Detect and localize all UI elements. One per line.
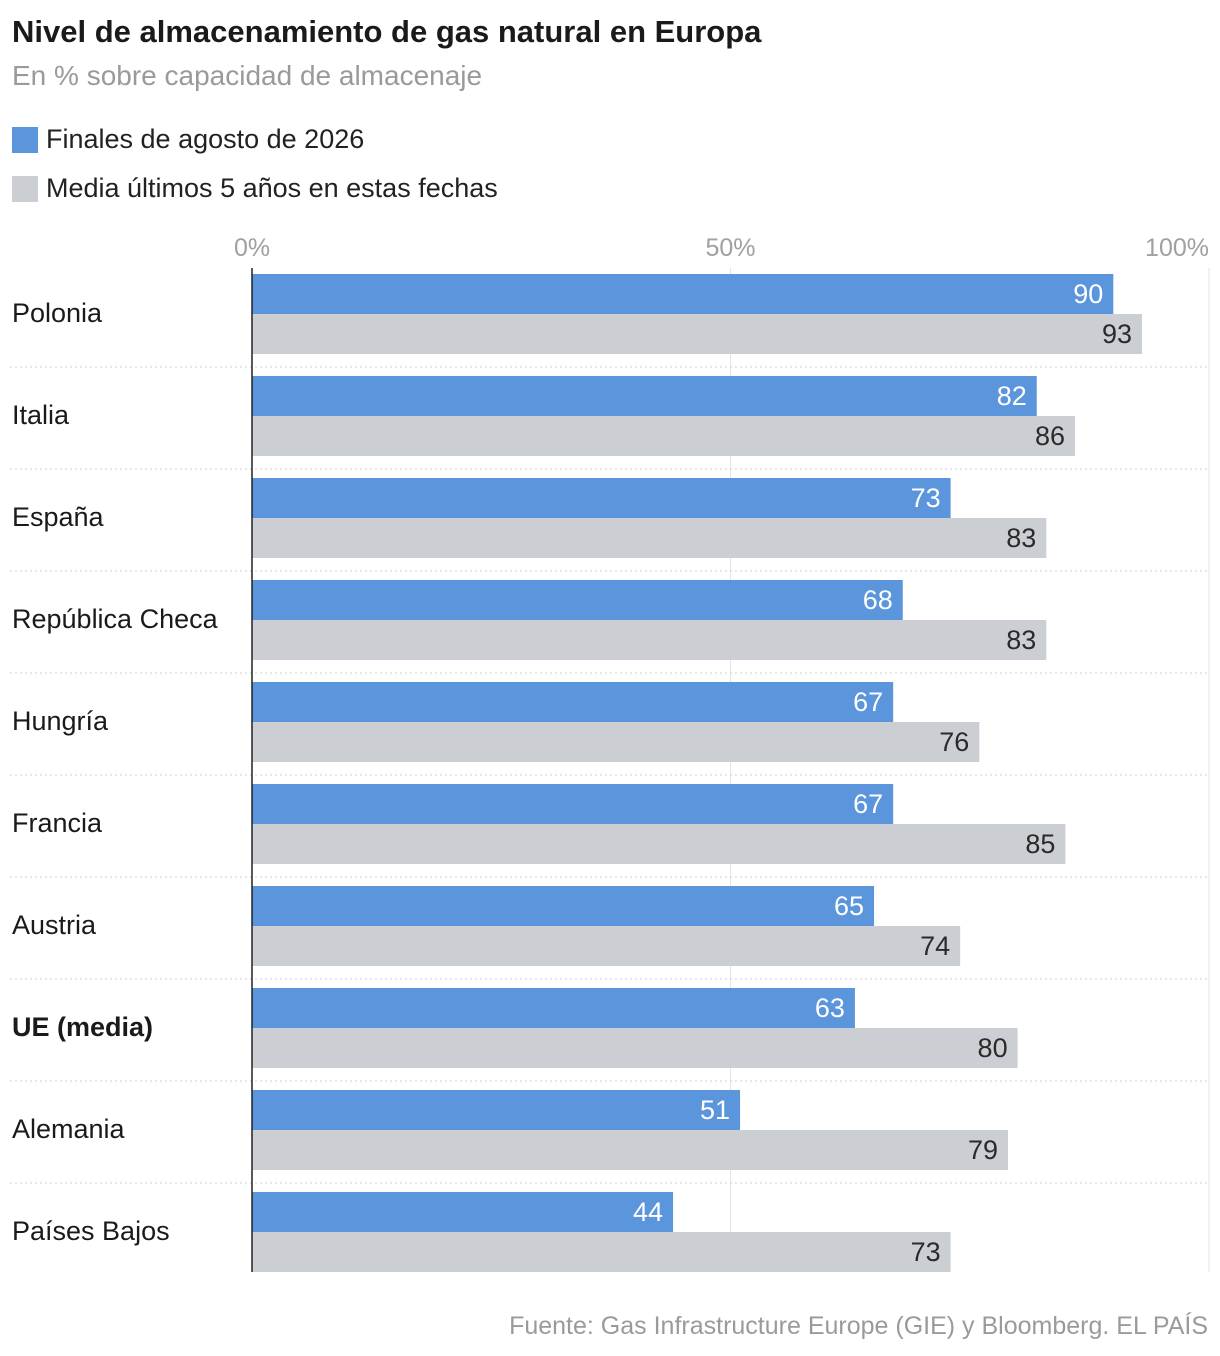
source-note: Fuente: Gas Infrastructure Europe (GIE) … (509, 1312, 1208, 1340)
data-label-average: 83 (1006, 625, 1036, 655)
bar-current (252, 1090, 741, 1130)
bar-average (252, 314, 1143, 354)
category-label: Países Bajos (12, 1216, 170, 1246)
legend-label-current: Finales de agosto de 2026 (46, 124, 365, 154)
bar-current (252, 376, 1037, 416)
category-label: República Checa (12, 604, 219, 634)
data-label-current: 63 (815, 993, 845, 1023)
category-label: Alemania (12, 1114, 126, 1144)
bar-average (252, 926, 961, 966)
bar-current (252, 784, 894, 824)
legend-swatch-current (12, 126, 38, 153)
legend-item-current: Finales de agosto de 2026 (12, 124, 364, 155)
category-label: Polonia (12, 298, 103, 328)
legend-item-average: Media últimos 5 años en estas fechas (12, 173, 498, 204)
bar-average (252, 1028, 1018, 1068)
bar-average (252, 1232, 951, 1272)
data-label-current: 82 (997, 381, 1027, 411)
data-label-average: 74 (920, 931, 950, 961)
bar-average (252, 1130, 1009, 1170)
data-label-current: 68 (863, 585, 893, 615)
x-tick-label-0: 0% (234, 234, 270, 262)
data-label-current: 65 (834, 891, 864, 921)
bar-average (252, 722, 980, 762)
data-label-average: 83 (1006, 523, 1036, 553)
bar-current (252, 886, 875, 926)
category-label: Italia (12, 400, 70, 430)
data-label-average: 79 (968, 1135, 998, 1165)
data-label-average: 80 (978, 1033, 1008, 1063)
data-label-average: 73 (911, 1237, 941, 1267)
data-label-average: 76 (939, 727, 969, 757)
data-label-current: 67 (853, 789, 883, 819)
bar-current (252, 478, 951, 518)
data-label-current: 90 (1073, 279, 1103, 309)
category-label: Hungría (12, 706, 109, 736)
bar-chart: 0% 50% 100% Polonia 90 93 Italia 82 86 España 73 83… (10, 234, 1210, 1272)
legend-label-average: Media últimos 5 años en estas fechas (46, 173, 498, 203)
bar-current (252, 274, 1114, 314)
category-label: España (12, 502, 105, 532)
bar-average (252, 416, 1076, 456)
legend-swatch-average (12, 175, 38, 202)
bar-current (252, 988, 855, 1028)
chart-title: Nivel de almacenamiento de gas natural e… (12, 14, 762, 49)
data-label-current: 51 (700, 1095, 730, 1125)
data-label-current: 73 (911, 483, 941, 513)
bar-current (252, 1192, 674, 1232)
bar-average (252, 824, 1066, 864)
bar-average (252, 620, 1047, 660)
category-label: Francia (12, 808, 103, 838)
data-label-average: 85 (1025, 829, 1055, 859)
data-label-current: 67 (853, 687, 883, 717)
bar-average (252, 518, 1047, 558)
x-tick-label-50: 50% (705, 234, 755, 262)
category-label: Austria (12, 910, 97, 940)
data-label-current: 44 (633, 1197, 663, 1227)
data-label-average: 93 (1102, 319, 1132, 349)
category-label: UE (media) (12, 1012, 153, 1042)
x-tick-label-100: 100% (1145, 234, 1209, 262)
chart-subtitle: En % sobre capacidad de almacenaje (12, 60, 483, 91)
data-label-average: 86 (1035, 421, 1065, 451)
bar-current (252, 682, 894, 722)
bar-current (252, 580, 903, 620)
